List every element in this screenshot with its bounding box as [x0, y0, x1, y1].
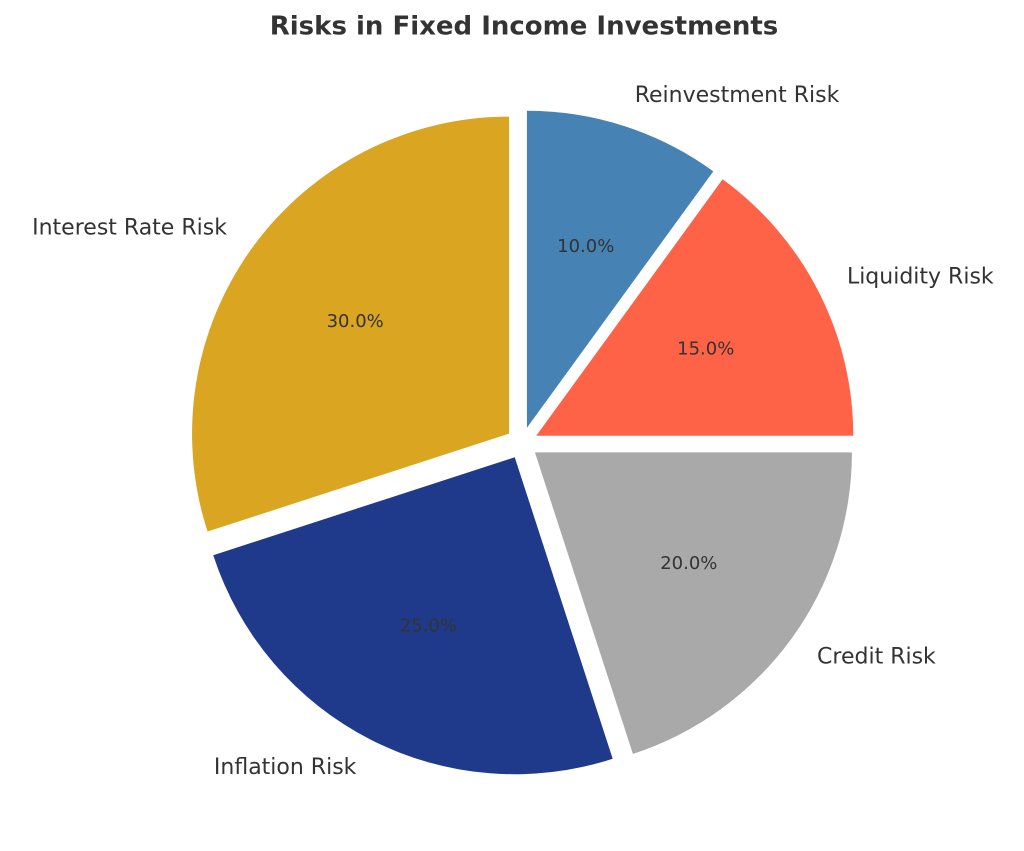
pie-slice: [213, 457, 613, 775]
value-label: 25.0%: [400, 616, 457, 637]
pie-slice: [534, 452, 852, 754]
pie-slice: [526, 110, 714, 428]
slice-label: Credit Risk: [817, 644, 936, 669]
pie-slice: [536, 179, 854, 436]
slice-label: Reinvestment Risk: [635, 83, 840, 108]
slice-label: Inflation Risk: [214, 755, 357, 780]
value-label: 10.0%: [557, 236, 614, 257]
value-label: 30.0%: [327, 311, 384, 332]
slice-label: Interest Rate Risk: [32, 216, 227, 241]
pie-slice: [192, 116, 510, 532]
value-label: 20.0%: [660, 553, 717, 574]
value-label: 15.0%: [677, 338, 734, 359]
chart-title: Risks in Fixed Income Investments: [270, 12, 779, 42]
slice-label: Liquidity Risk: [847, 264, 994, 289]
